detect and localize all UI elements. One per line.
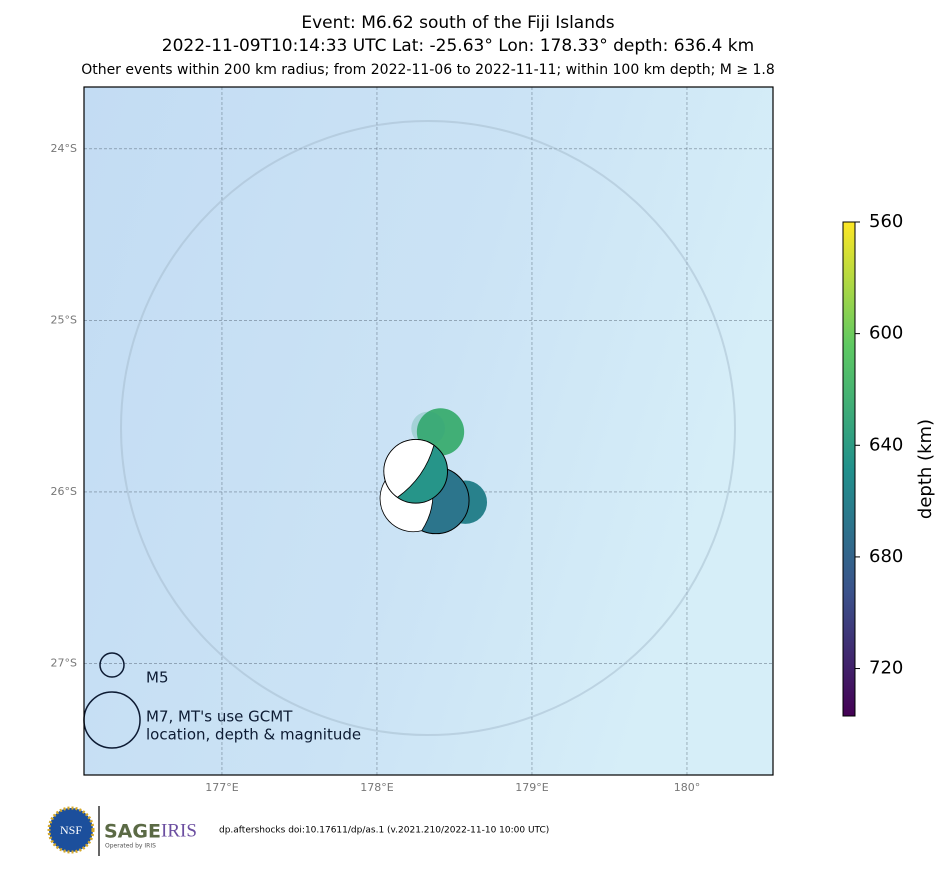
colorbar-tick-label: 560 — [869, 211, 903, 232]
event — [411, 411, 445, 446]
logo-text: Operated by IRIS — [105, 843, 156, 850]
colorbar-label: depth (km) — [915, 419, 936, 519]
colorbar-tick-label: 680 — [869, 546, 903, 567]
x-tick-label: 180° — [674, 781, 701, 794]
y-tick-label: 26°S — [51, 485, 77, 498]
caption: Other events within 200 km radius; from … — [81, 62, 775, 78]
colorbar-tick-label: 640 — [869, 434, 903, 455]
legend-label: location, depth & magnitude — [146, 726, 361, 744]
subtitle: 2022-11-09T10:14:33 UTC Lat: -25.63° Lon… — [162, 36, 754, 56]
x-tick-label: 177°E — [205, 781, 238, 794]
footer: NSF SAGE IRIS Operated by IRIS dp.afters… — [47, 806, 549, 856]
map-frame — [83, 86, 774, 776]
events — [379, 408, 488, 535]
colorbar-tick-label: 600 — [869, 323, 903, 344]
y-tick-label: 27°S — [51, 656, 77, 669]
legend-label: M7, MT's use GCMT — [146, 708, 293, 726]
beachball-lobe — [383, 439, 435, 498]
x-tick-label: 178°E — [360, 781, 393, 794]
beachball — [383, 438, 449, 504]
axes: 177°E 178°E 179°E 180° 24°S 25°S 26°S 27°S — [51, 142, 701, 794]
x-tick-label: 179°E — [515, 781, 548, 794]
logo-text: SAGE — [104, 821, 161, 843]
nsf-logo — [47, 806, 95, 854]
legend-marker — [99, 652, 125, 678]
legend-label: M5 — [146, 669, 169, 687]
logo-text: IRIS — [161, 820, 197, 841]
credit: dp.aftershocks doi:10.17611/dp/as.1 (v.2… — [219, 826, 549, 836]
logo-text: NSF — [60, 823, 82, 837]
colorbar-axis: 560 600 640 680 720 — [855, 211, 903, 679]
colorbar — [842, 221, 856, 717]
y-tick-label: 25°S — [51, 313, 77, 326]
colorbar-tick-label: 720 — [869, 658, 903, 679]
radius-circle — [120, 120, 736, 736]
event-marker — [411, 411, 445, 446]
y-tick-label: 24°S — [51, 142, 77, 155]
title: Event: M6.62 south of the Fiji Islands — [301, 13, 614, 33]
